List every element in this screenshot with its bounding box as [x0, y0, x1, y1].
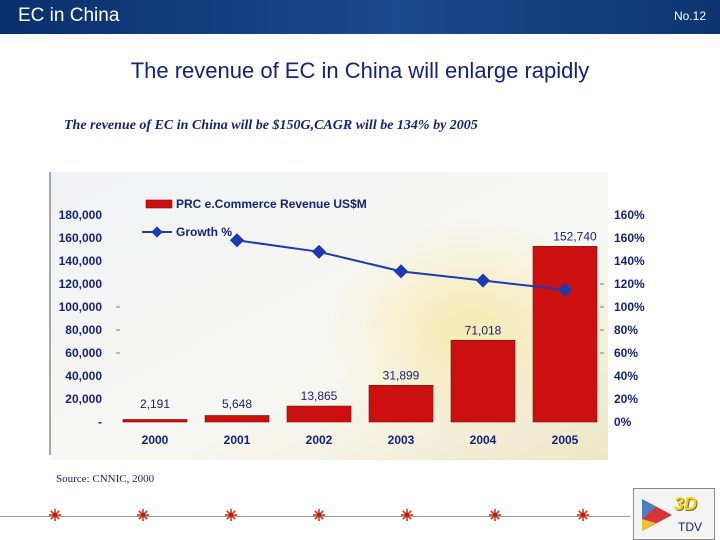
x-tick-label: 2000	[142, 433, 169, 447]
bar-value-label: 152,740	[553, 229, 597, 243]
y-left-tick-label: 180,000	[59, 208, 103, 222]
y-right-tick-label: 60%	[614, 346, 638, 360]
y-left-tick-label: 20,000	[65, 392, 102, 406]
bar-2003	[368, 385, 434, 423]
x-tick-label: 2003	[388, 433, 415, 447]
y-left-tick-label: 140,000	[59, 254, 103, 268]
y-right-tick-label: 160%	[614, 208, 645, 222]
y-left-tick-label: 60,000	[65, 346, 102, 360]
growth-point-2001	[229, 233, 245, 248]
y-right-tick-label: 140%	[614, 254, 645, 268]
x-tick-label: 2001	[224, 433, 251, 447]
y-right-tick-label: 20%	[614, 392, 638, 406]
footer-divider	[0, 516, 630, 517]
spark-icon	[49, 509, 61, 521]
page-number: No.12	[673, 9, 706, 23]
logo-3d-mark: 3D	[674, 494, 698, 514]
legend-bar-swatch	[145, 199, 173, 209]
section-title: EC in China	[18, 5, 120, 26]
company-logo: 3D TDV	[633, 488, 715, 540]
x-tick-label: 2002	[306, 433, 333, 447]
bar-2000	[122, 419, 188, 423]
y-right-tick-label: 160%	[614, 231, 645, 245]
source-note: Source: CNNIC, 2000	[56, 473, 155, 485]
y-left-tick-label: 100,000	[59, 300, 103, 314]
spark-icon	[489, 509, 501, 521]
bar-2002	[286, 405, 352, 423]
spark-icon	[577, 509, 589, 521]
spark-icon	[313, 509, 325, 521]
y-right-tick-label: 0%	[614, 415, 632, 429]
y-left-tick-label: 40,000	[65, 369, 102, 383]
x-tick-label: 2004	[470, 433, 497, 447]
y-left-tick-label: 120,000	[59, 277, 103, 291]
slide-headline: The revenue of EC in China will enlarge …	[130, 58, 590, 83]
logo-triangle-icon	[642, 499, 672, 531]
legend-line-label: Growth %	[176, 225, 232, 239]
x-tick-label: 2005	[552, 433, 579, 447]
bar-2004	[450, 340, 516, 423]
y-right-tick-label: 40%	[614, 369, 638, 383]
growth-point-2003	[393, 264, 409, 279]
bar-value-label: 2,191	[140, 397, 170, 411]
slide-subtitle: The revenue of EC in China will be $150G…	[64, 118, 478, 133]
logo-text: TDV	[678, 520, 702, 534]
y-right-tick-label: 80%	[614, 323, 638, 337]
growth-point-2002	[311, 244, 327, 259]
spark-icon	[401, 509, 413, 521]
y-right-tick-label: 100%	[614, 300, 645, 314]
y-left-tick-label: -	[98, 415, 102, 429]
header-bar: EC in China No.12	[0, 0, 720, 34]
bar-2001	[204, 415, 270, 423]
bar-2005	[532, 246, 598, 423]
legend-line-marker	[151, 226, 163, 238]
y-left-tick-label: 80,000	[65, 323, 102, 337]
bar-value-label: 71,018	[465, 323, 502, 337]
legend-bar-label: PRC e.Commerce Revenue US$M	[176, 197, 367, 211]
y-left-tick-label: 160,000	[59, 231, 103, 245]
y-right-tick-label: 120%	[614, 277, 645, 291]
growth-point-2005	[557, 282, 573, 297]
bar-value-label: 13,865	[301, 389, 338, 403]
spark-icon	[225, 509, 237, 521]
growth-point-2004	[475, 273, 491, 288]
bar-value-label: 5,648	[222, 397, 252, 411]
bar-value-label: 31,899	[383, 368, 420, 382]
spark-icon	[137, 509, 149, 521]
